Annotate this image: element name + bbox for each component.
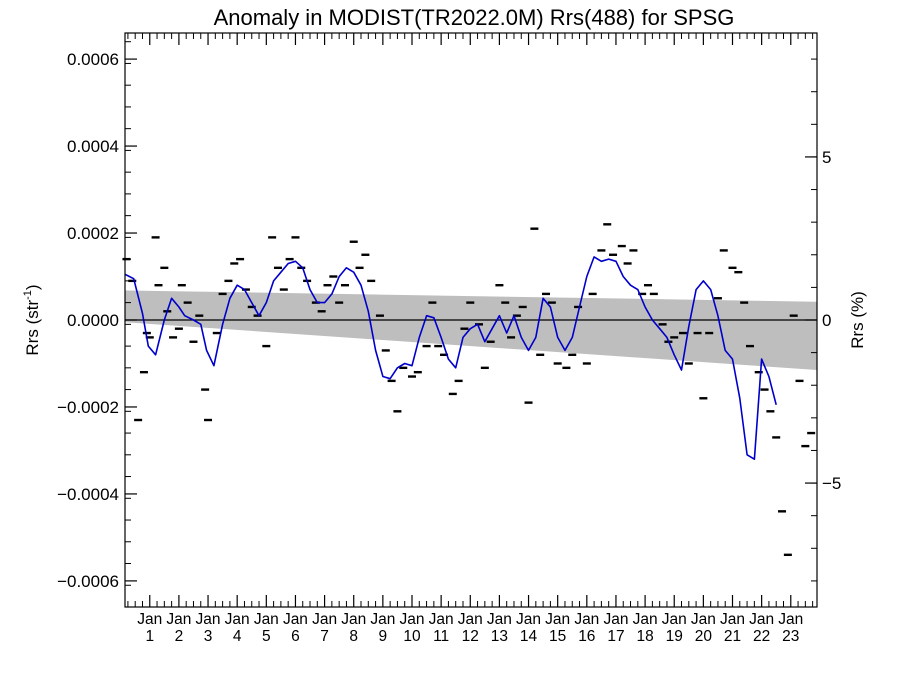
x-tick-label-month: Jan xyxy=(516,611,541,628)
x-tick-label-month: Jan xyxy=(341,611,366,628)
x-tick-label-month: Jan xyxy=(225,611,250,628)
x-tick-label-year: 15 xyxy=(549,628,566,645)
y-tick-label: −0.0002 xyxy=(57,398,119,417)
y-tick-label: −0.0004 xyxy=(57,485,119,504)
y2-axis-title: Rrs (%) xyxy=(848,291,867,349)
smoothed-series-line xyxy=(124,256,777,460)
x-tick-label-month: Jan xyxy=(399,611,424,628)
band-polygon xyxy=(125,290,817,371)
x-tick-label-year: 5 xyxy=(262,628,271,645)
x-tick-label-year: 23 xyxy=(782,628,799,645)
x-tick-label-year: 8 xyxy=(349,628,358,645)
right-y-axis: −5 0 5 xyxy=(805,58,841,582)
x-tick-label-month: Jan xyxy=(196,611,221,628)
y-tick-label: 0.0000 xyxy=(67,311,119,330)
x-tick-label-month: Jan xyxy=(283,611,308,628)
x-tick-label-month: Jan xyxy=(166,611,191,628)
x-tick-label-year: 16 xyxy=(578,628,595,645)
y-tick-label: −0.0006 xyxy=(57,572,119,591)
x-tick-label-month: Jan xyxy=(691,611,716,628)
x-tick-label-month: Jan xyxy=(603,611,628,628)
smoothed-line xyxy=(124,256,777,460)
x-tick-label-month: Jan xyxy=(487,611,512,628)
x-tick-label-year: 3 xyxy=(204,628,213,645)
x-tick-label-year: 2 xyxy=(175,628,184,645)
y2-tick-label: −5 xyxy=(822,474,841,493)
x-tick-label-year: 19 xyxy=(666,628,683,645)
x-tick-label-year: 4 xyxy=(233,628,242,645)
x-tick-label-year: 22 xyxy=(753,628,770,645)
y-tick-label: 0.0006 xyxy=(67,50,119,69)
x-tick-label-month: Jan xyxy=(778,611,803,628)
x-tick-label-month: Jan xyxy=(662,611,687,628)
x-tick-label-month: Jan xyxy=(633,611,658,628)
x-axis: Jan1Jan2Jan3Jan4Jan5Jan6Jan7Jan8Jan9Jan1… xyxy=(127,33,814,645)
x-tick-label-month: Jan xyxy=(720,611,745,628)
y2-tick-label: 5 xyxy=(822,148,831,167)
y-axis-title-close: ) xyxy=(23,284,42,290)
x-tick-label-year: 12 xyxy=(462,628,479,645)
x-tick-label-month: Jan xyxy=(458,611,483,628)
x-tick-label-year: 20 xyxy=(695,628,713,645)
x-tick-label-year: 10 xyxy=(403,628,421,645)
x-tick-label-year: 17 xyxy=(607,628,624,645)
x-tick-label-month: Jan xyxy=(545,611,570,628)
x-tick-label-year: 14 xyxy=(520,628,538,645)
x-tick-label-year: 7 xyxy=(320,628,329,645)
x-tick-label-year: 9 xyxy=(379,628,388,645)
y-axis-title: Rrs (str-1) xyxy=(22,284,42,355)
x-tick-label-month: Jan xyxy=(254,611,279,628)
y-tick-label: 0.0004 xyxy=(67,137,119,156)
x-tick-label-year: 11 xyxy=(433,628,449,645)
x-tick-label-month: Jan xyxy=(574,611,599,628)
x-tick-label-year: 21 xyxy=(724,628,741,645)
x-tick-label-year: 1 xyxy=(145,628,154,645)
x-tick-label-month: Jan xyxy=(749,611,774,628)
y-axis-title-main: Rrs (str xyxy=(23,300,42,356)
x-tick-label-month: Jan xyxy=(312,611,337,628)
x-tick-label-year: 6 xyxy=(291,628,300,645)
y-tick-label: 0.0002 xyxy=(67,224,119,243)
x-tick-label-month: Jan xyxy=(137,611,162,628)
chart-title: Anomaly in MODIST(TR2022.0M) Rrs(488) fo… xyxy=(214,5,735,30)
x-tick-label-year: 13 xyxy=(491,628,508,645)
uncertainty-band xyxy=(125,290,817,371)
x-tick-label-month: Jan xyxy=(429,611,454,628)
x-tick-label-year: 18 xyxy=(636,628,653,645)
y-axis-title-superscript: -1 xyxy=(22,290,34,300)
x-tick-label-month: Jan xyxy=(370,611,395,628)
y2-tick-label: 0 xyxy=(822,311,831,330)
